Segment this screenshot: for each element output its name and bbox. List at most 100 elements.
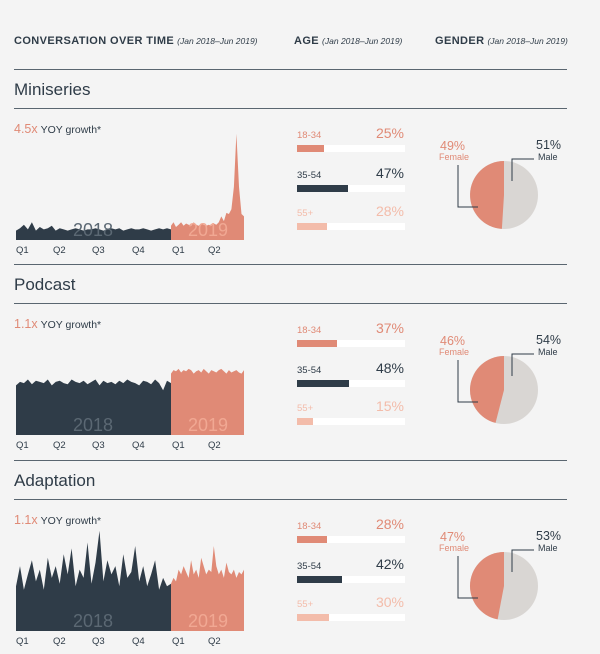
year-label-2018: 2018 <box>73 220 113 240</box>
male-label: Male <box>538 347 558 357</box>
header-conversation-subtitle: (Jan 2018–Jun 2019) <box>177 36 258 46</box>
age-bar-fill <box>297 536 328 543</box>
header-age-title: AGE <box>294 35 320 47</box>
pie-male-leader <box>511 158 534 181</box>
age-group-label: 55+ <box>297 599 314 610</box>
male-percent: 54% <box>536 333 562 347</box>
pie-female-slice <box>470 356 504 423</box>
age-group-percent: 42% <box>375 556 404 572</box>
section-divider-bottom <box>14 108 567 109</box>
x-tick-label: Q1 <box>172 245 185 256</box>
x-tick-label: Q2 <box>208 636 221 647</box>
pie-male-leader <box>511 353 534 376</box>
age-group-label: 18-34 <box>297 130 322 141</box>
age-group-percent: 25% <box>375 125 404 141</box>
section-divider-bottom <box>14 499 567 500</box>
growth-value: 1.1x <box>14 317 38 331</box>
age-group-percent: 48% <box>375 360 404 376</box>
female-label: Female <box>439 347 470 357</box>
age-bar-track <box>297 576 405 583</box>
year-label-2019: 2019 <box>188 611 228 631</box>
conversation-area-chart: 2018 2019 <box>16 530 244 631</box>
age-bar-track <box>297 536 405 543</box>
header-conversation: CONVERSATION OVER TIME (Jan 2018–Jun 2019… <box>14 35 258 47</box>
x-tick-label: Q1 <box>172 440 185 451</box>
x-tick-label: Q2 <box>208 245 221 256</box>
pie-female-leader <box>457 556 478 599</box>
age-bar-fill <box>297 185 348 192</box>
age-bar-track <box>297 185 405 192</box>
age-group-percent: 47% <box>375 165 404 181</box>
series-2018-area <box>16 379 171 435</box>
section-divider-top <box>14 69 567 70</box>
female-percent: 46% <box>440 334 466 348</box>
male-percent: 53% <box>536 529 562 543</box>
pie-female-leader <box>457 165 478 208</box>
section-title: Miniseries <box>14 80 91 99</box>
pie-female-slice <box>470 161 504 229</box>
age-bar-fill <box>297 340 337 347</box>
yoy-growth: 1.1x YOY growth* <box>14 513 101 527</box>
age-bar-track <box>297 418 405 425</box>
age-bar-fill <box>297 418 314 425</box>
section-title: Adaptation <box>14 471 96 490</box>
header-gender-title: GENDER <box>435 35 485 47</box>
x-tick-label: Q1 <box>16 245 29 256</box>
x-tick-label: Q1 <box>16 636 29 647</box>
x-tick-label: Q3 <box>92 245 105 256</box>
growth-value: 4.5x <box>14 122 38 136</box>
female-percent: 49% <box>440 139 466 153</box>
pie-female-leader <box>457 360 478 403</box>
female-label: Female <box>439 543 470 553</box>
x-tick-label: Q2 <box>53 245 66 256</box>
age-bar-fill <box>297 145 324 152</box>
pie-female-slice <box>469 552 504 620</box>
growth-label: YOY growth* <box>40 124 102 136</box>
age-bar-fill <box>297 614 330 621</box>
age-bar-fill <box>297 223 328 230</box>
age-bar-track <box>297 145 405 152</box>
age-bar-track <box>297 380 405 387</box>
header-age-subtitle: (Jan 2018–Jun 2019) <box>322 36 403 46</box>
age-bar-track <box>297 614 405 621</box>
age-bar-track <box>297 223 405 230</box>
male-label: Male <box>538 543 558 553</box>
gender-pie-chart <box>457 353 538 424</box>
age-group-label: 18-34 <box>297 521 322 532</box>
section-title: Podcast <box>14 275 76 294</box>
section-divider-top <box>14 264 567 265</box>
female-percent: 47% <box>440 530 466 544</box>
header-gender-subtitle: (Jan 2018–Jun 2019) <box>487 36 568 46</box>
yoy-growth: 4.5x YOY growth* <box>14 122 101 136</box>
year-label-2018: 2018 <box>73 611 113 631</box>
conversation-area-chart: 2018 2019 <box>16 133 244 240</box>
header-conversation-title: CONVERSATION OVER TIME <box>14 35 175 47</box>
x-tick-label: Q1 <box>172 636 185 647</box>
age-bar-track <box>297 340 405 347</box>
age-group-percent: 28% <box>375 203 404 219</box>
header-gender: GENDER (Jan 2018–Jun 2019) <box>435 35 568 47</box>
series-2019-area <box>171 546 244 631</box>
section-divider-top <box>14 460 567 461</box>
series-2019-area <box>171 368 244 435</box>
gender-pie-chart <box>457 158 538 229</box>
male-label: Male <box>538 152 558 162</box>
x-tick-label: Q2 <box>53 636 66 647</box>
growth-value: 1.1x <box>14 513 38 527</box>
conversation-area-chart: 2018 2019 <box>16 368 244 435</box>
x-tick-label: Q2 <box>208 440 221 451</box>
year-label-2019: 2019 <box>188 220 228 240</box>
male-percent: 51% <box>536 138 562 152</box>
age-bar-fill <box>297 380 349 387</box>
age-group-label: 35-54 <box>297 561 322 572</box>
x-tick-label: Q2 <box>53 440 66 451</box>
x-tick-label: Q1 <box>16 440 29 451</box>
x-tick-label: Q4 <box>132 636 145 647</box>
age-group-label: 35-54 <box>297 365 322 376</box>
age-bar-fill <box>297 576 343 583</box>
age-group-label: 18-34 <box>297 325 322 336</box>
series-2018-area <box>16 530 171 631</box>
growth-label: YOY growth* <box>40 515 102 527</box>
age-group-percent: 30% <box>375 594 404 610</box>
age-group-percent: 37% <box>375 320 404 336</box>
